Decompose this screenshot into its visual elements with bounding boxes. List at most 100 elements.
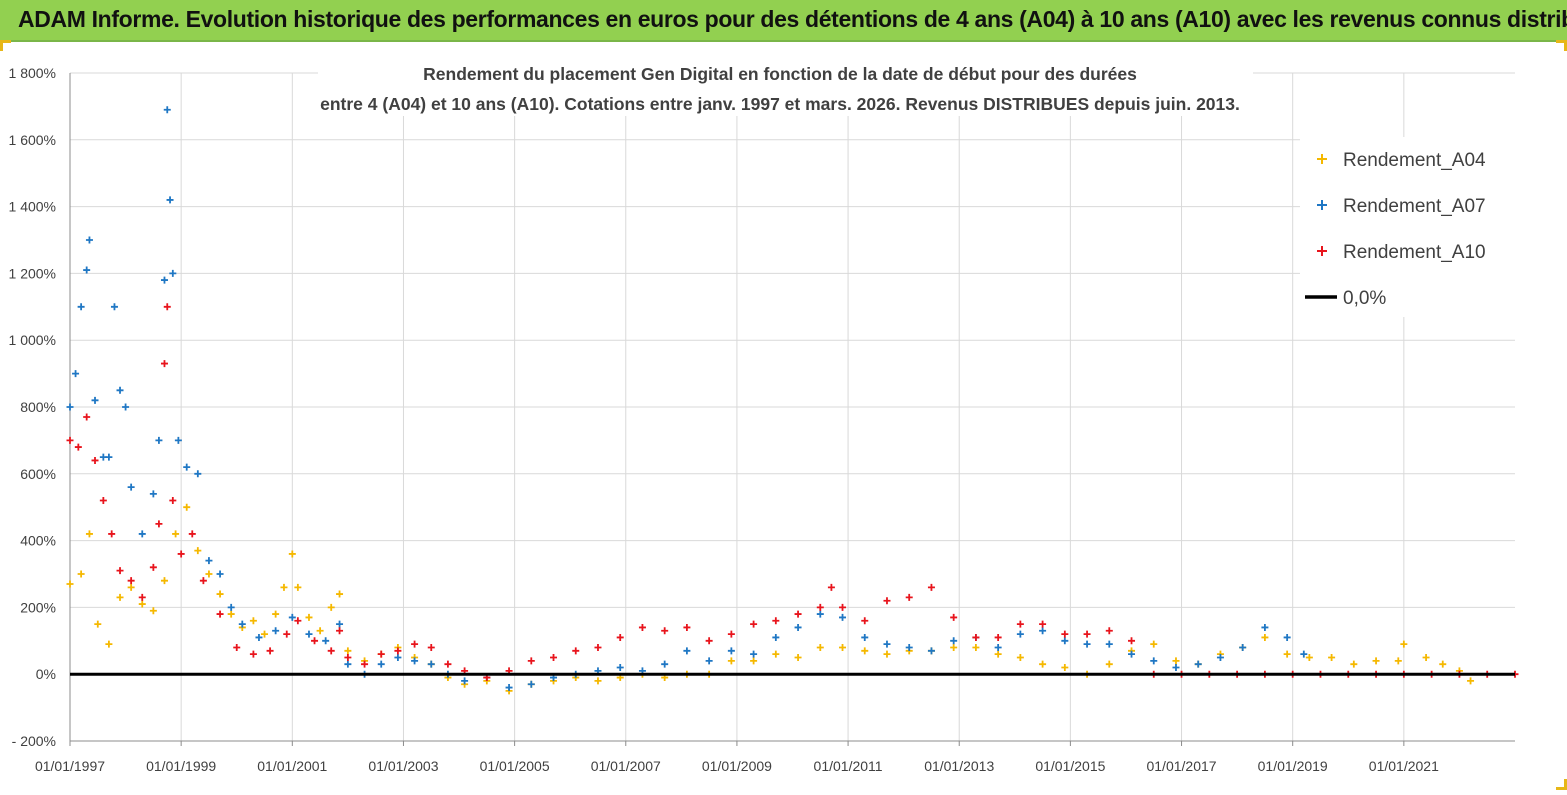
data-point [1283, 650, 1291, 658]
y-tick-label: 1 200% [9, 265, 56, 281]
data-point [272, 627, 280, 635]
y-tick-label: 400% [20, 533, 56, 549]
x-tick-label: 01/01/2001 [257, 758, 327, 774]
data-point [205, 570, 213, 578]
data-point [1061, 630, 1069, 638]
y-tick-label: 1 000% [9, 332, 56, 348]
data-point [1105, 660, 1113, 668]
data-point [272, 610, 280, 618]
data-point [72, 370, 80, 378]
data-point [1172, 664, 1180, 672]
data-point [327, 603, 335, 611]
legend-label: Rendement_A10 [1343, 242, 1486, 263]
data-point [249, 617, 257, 625]
data-point [972, 633, 980, 641]
data-point [1172, 657, 1180, 665]
data-point [83, 266, 91, 274]
data-point [616, 664, 624, 672]
data-point [227, 603, 235, 611]
data-point [266, 647, 274, 655]
data-point [99, 497, 107, 505]
data-point [1394, 657, 1402, 665]
data-point [1083, 630, 1091, 638]
data-point [1261, 623, 1269, 631]
data-point [883, 650, 891, 658]
data-point [411, 640, 419, 648]
data-point [83, 413, 91, 421]
data-point [377, 660, 385, 668]
data-point [1016, 630, 1024, 638]
series-Rendement_A07 [66, 106, 1308, 692]
data-point [839, 643, 847, 651]
data-point [174, 436, 182, 444]
x-tick-label: 01/01/2005 [480, 758, 550, 774]
legend: Rendement_A04 Rendement_A07 Rendement_A10 0… [1300, 137, 1518, 317]
page-title: ADAM Informe. Evolution historique des p… [18, 6, 1567, 32]
data-point [66, 436, 74, 444]
x-tick-label: 01/01/1997 [35, 758, 105, 774]
data-point [794, 623, 802, 631]
data-point [288, 550, 296, 558]
data-point [188, 530, 196, 538]
data-point [527, 680, 535, 688]
data-point [816, 610, 824, 618]
points-layer [66, 106, 1519, 695]
data-point [194, 470, 202, 478]
data-point [149, 490, 157, 498]
corner-mark-top-right [1556, 40, 1567, 51]
data-point [750, 620, 758, 628]
data-point [1300, 650, 1308, 658]
data-point [683, 647, 691, 655]
data-point [1061, 664, 1069, 672]
data-point [905, 593, 913, 601]
data-point [705, 637, 713, 645]
data-point [344, 647, 352, 655]
data-point [74, 443, 82, 451]
data-point [233, 643, 241, 651]
y-tick-label: 1 600% [9, 132, 56, 148]
data-point [1128, 637, 1136, 645]
data-point [77, 303, 85, 311]
data-point [85, 530, 93, 538]
x-tick-label: 01/01/2015 [1035, 758, 1105, 774]
data-point [261, 630, 269, 638]
data-point [1439, 660, 1447, 668]
data-point [305, 613, 313, 621]
y-tick-label: 0% [36, 666, 56, 682]
data-point [255, 633, 263, 641]
x-tick-label: 01/01/2003 [368, 758, 438, 774]
data-point [294, 617, 302, 625]
data-point [861, 633, 869, 641]
data-point [1039, 620, 1047, 628]
legend-label: Rendement_A04 [1343, 150, 1486, 171]
data-point [336, 627, 344, 635]
data-point [116, 593, 124, 601]
data-point [138, 593, 146, 601]
data-point [927, 583, 935, 591]
data-point [1039, 660, 1047, 668]
data-point [77, 570, 85, 578]
data-point [344, 660, 352, 668]
data-point [661, 660, 669, 668]
data-point [1150, 657, 1158, 665]
x-tick-label: 01/01/2013 [924, 758, 994, 774]
data-point [311, 637, 319, 645]
data-point [661, 627, 669, 635]
data-point [1150, 640, 1158, 648]
data-point [138, 530, 146, 538]
data-point [972, 643, 980, 651]
legend-marker [1317, 154, 1327, 164]
data-point [1305, 654, 1313, 661]
data-point [149, 607, 157, 615]
legend-label: 0,0% [1343, 288, 1386, 309]
x-tick-label: 01/01/2021 [1369, 758, 1439, 774]
data-point [594, 677, 602, 685]
data-point [1061, 637, 1069, 645]
data-point [1372, 657, 1380, 665]
corner-mark-top-left [0, 40, 11, 51]
data-point [169, 269, 177, 277]
axis-layer: - 200% 0% 200% 400% 600% 800% 1 000% 1 200% 1 40… [9, 65, 1515, 774]
data-point [1400, 640, 1408, 648]
data-point [1105, 640, 1113, 648]
data-point [994, 643, 1002, 651]
